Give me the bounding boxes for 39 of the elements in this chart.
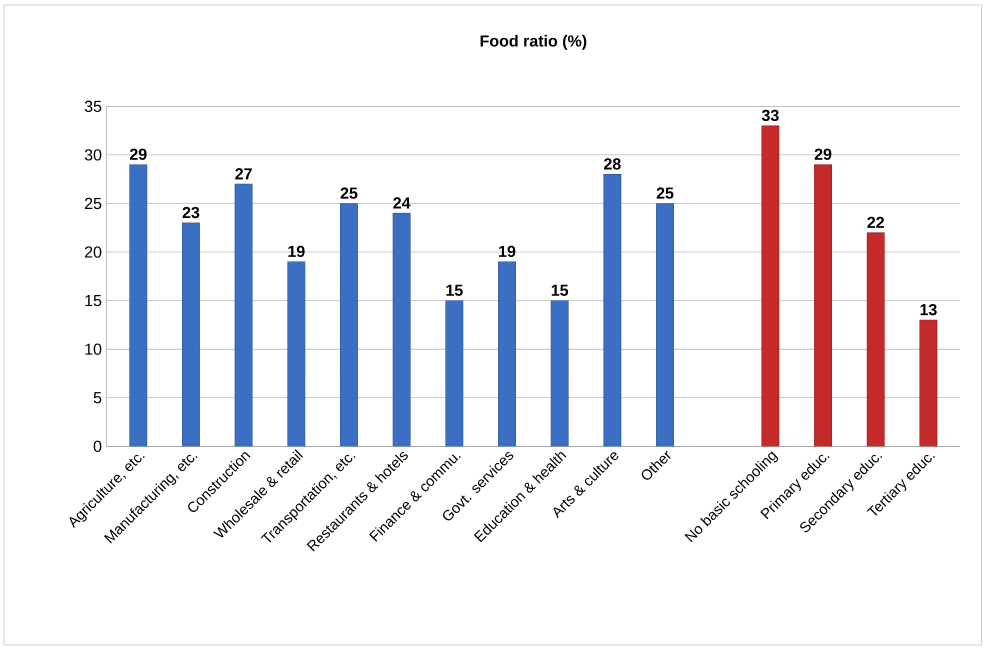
- y-tick-label: 35: [84, 100, 102, 112]
- data-label: 19: [499, 246, 516, 258]
- y-tick-label: 10: [85, 344, 102, 355]
- data-label: 33: [762, 110, 779, 122]
- bar: [866, 232, 885, 446]
- bar: [603, 174, 622, 446]
- bar: [656, 203, 674, 446]
- data-label: 13: [920, 304, 937, 316]
- bar: [287, 261, 306, 446]
- bar: [392, 212, 411, 446]
- data-label: 25: [340, 187, 358, 199]
- y-tick-label: 0: [94, 440, 102, 452]
- bar: [550, 300, 569, 446]
- data-label: 27: [235, 168, 252, 180]
- data-label: 28: [604, 158, 621, 170]
- y-tick-label: 5: [94, 392, 102, 404]
- data-label: 29: [814, 148, 832, 160]
- data-label: 15: [552, 284, 568, 296]
- data-label: 15: [446, 284, 463, 296]
- data-label: 25: [656, 187, 674, 199]
- chart-title: Food ratio (%): [480, 34, 586, 50]
- bar: [814, 164, 832, 446]
- y-tick-label: 30: [84, 149, 102, 161]
- data-label: 23: [182, 206, 200, 218]
- data-label: 29: [130, 148, 147, 160]
- bar: [234, 184, 253, 446]
- bar: [445, 300, 464, 446]
- data-label: 19: [288, 246, 305, 258]
- y-tick-label: 20: [84, 246, 102, 258]
- data-label: 22: [867, 216, 884, 228]
- bar: [340, 203, 358, 446]
- bar: [498, 261, 516, 446]
- data-label: 24: [393, 197, 410, 208]
- bar: [182, 222, 200, 446]
- bar: [129, 164, 148, 446]
- y-tick-label: 25: [84, 198, 102, 210]
- bar: [761, 125, 780, 446]
- y-tick-label: 15: [85, 295, 102, 306]
- bar: [919, 320, 938, 446]
